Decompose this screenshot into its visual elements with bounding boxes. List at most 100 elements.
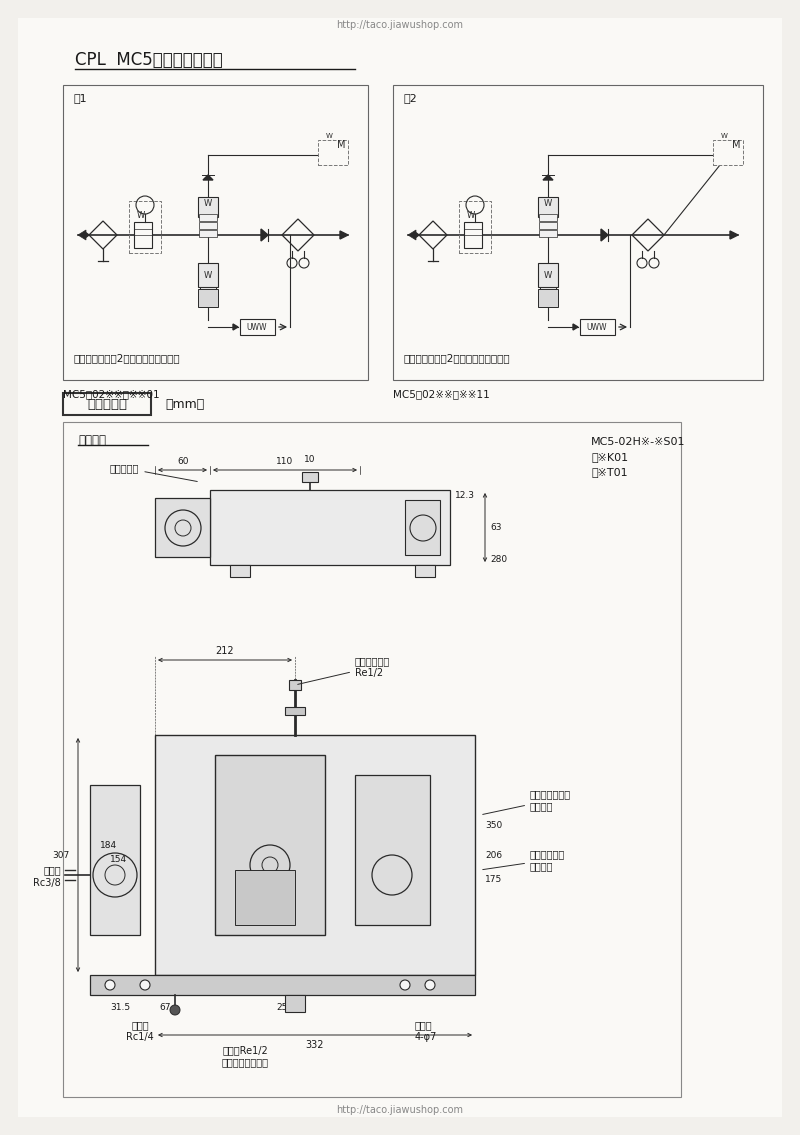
Bar bbox=[580, 319, 615, 335]
Text: 206: 206 bbox=[485, 850, 502, 859]
Bar bbox=[538, 197, 558, 217]
Text: W: W bbox=[544, 199, 552, 208]
Polygon shape bbox=[543, 175, 553, 180]
Text: 图1: 图1 bbox=[73, 93, 86, 103]
Polygon shape bbox=[261, 229, 268, 241]
Bar bbox=[199, 215, 217, 221]
Polygon shape bbox=[78, 230, 86, 239]
Text: 喷射泵检测器
（任选）: 喷射泵检测器 （任选） bbox=[482, 849, 566, 871]
Bar bbox=[539, 222, 557, 229]
Bar bbox=[240, 319, 275, 335]
Text: －※K01: －※K01 bbox=[591, 452, 628, 462]
Bar bbox=[198, 289, 218, 306]
Text: 安装孔: 安装孔 bbox=[415, 1020, 433, 1029]
Polygon shape bbox=[573, 323, 578, 330]
Text: 12.3: 12.3 bbox=[455, 490, 475, 499]
Bar bbox=[355, 775, 430, 925]
Text: 排油口Re1/2: 排油口Re1/2 bbox=[222, 1045, 268, 1056]
Polygon shape bbox=[85, 232, 89, 238]
Text: －※T01: －※T01 bbox=[591, 466, 628, 477]
Text: MC5-02H※-※S01: MC5-02H※-※S01 bbox=[591, 437, 686, 447]
Bar bbox=[538, 263, 558, 287]
Bar bbox=[198, 197, 218, 217]
Bar bbox=[539, 215, 557, 221]
Circle shape bbox=[105, 980, 115, 990]
Text: 外形尺寸图: 外形尺寸图 bbox=[87, 397, 127, 411]
Text: 154: 154 bbox=[110, 856, 127, 865]
Text: 175: 175 bbox=[485, 875, 502, 884]
Circle shape bbox=[170, 1004, 180, 1015]
Polygon shape bbox=[340, 232, 348, 239]
Bar bbox=[459, 201, 491, 253]
Text: 电线连接口: 电线连接口 bbox=[110, 463, 198, 481]
Text: 10: 10 bbox=[304, 455, 316, 464]
Bar bbox=[210, 490, 450, 565]
Bar bbox=[134, 222, 152, 249]
Text: 基本模型: 基本模型 bbox=[78, 434, 106, 447]
Text: MC5－02※※－※※11: MC5－02※※－※※11 bbox=[393, 389, 490, 400]
Polygon shape bbox=[233, 323, 238, 330]
Bar bbox=[90, 975, 475, 995]
Bar bbox=[285, 707, 305, 715]
Text: 60: 60 bbox=[178, 457, 189, 466]
Text: 280: 280 bbox=[490, 555, 507, 564]
Text: Rc1/4: Rc1/4 bbox=[126, 1032, 154, 1042]
Text: W: W bbox=[721, 133, 727, 138]
Text: 63: 63 bbox=[490, 523, 502, 532]
Bar bbox=[63, 393, 151, 415]
Text: M: M bbox=[337, 140, 346, 150]
Bar bbox=[713, 140, 743, 165]
Bar bbox=[405, 501, 440, 555]
Text: （油时塞常封闭）: （油时塞常封闭） bbox=[222, 1057, 269, 1067]
Bar bbox=[63, 422, 681, 1098]
Text: 供气口: 供气口 bbox=[43, 865, 61, 875]
Text: UWW: UWW bbox=[586, 322, 607, 331]
Bar bbox=[199, 222, 217, 229]
Text: 31.5: 31.5 bbox=[110, 1002, 130, 1011]
Text: http://taco.jiawushop.com: http://taco.jiawushop.com bbox=[337, 1105, 463, 1115]
Bar bbox=[90, 785, 140, 935]
Bar bbox=[199, 230, 217, 237]
Bar bbox=[464, 222, 482, 249]
Polygon shape bbox=[601, 229, 608, 241]
Text: 212: 212 bbox=[216, 646, 234, 656]
Text: 4-φ7: 4-φ7 bbox=[415, 1032, 438, 1042]
Text: CPL  MC5系列装置系统图: CPL MC5系列装置系统图 bbox=[75, 51, 222, 69]
Text: W: W bbox=[204, 199, 212, 208]
Polygon shape bbox=[203, 175, 213, 180]
Text: 排水口: 排水口 bbox=[131, 1020, 149, 1029]
Bar bbox=[302, 472, 318, 482]
Text: 油量高下检测器
（任选）: 油量高下检测器 （任选） bbox=[482, 789, 571, 815]
Circle shape bbox=[425, 980, 435, 990]
Text: 307: 307 bbox=[53, 850, 70, 859]
Circle shape bbox=[140, 980, 150, 990]
Polygon shape bbox=[730, 232, 738, 239]
Bar bbox=[230, 565, 250, 577]
Bar bbox=[215, 755, 325, 935]
Text: 图2: 图2 bbox=[403, 93, 417, 103]
Bar bbox=[129, 201, 161, 253]
Bar bbox=[538, 289, 558, 306]
Bar bbox=[539, 230, 557, 237]
Text: UWW: UWW bbox=[246, 322, 267, 331]
Bar bbox=[155, 735, 475, 975]
Bar bbox=[63, 85, 368, 380]
Text: 压力开关安装在2通电磁阀的供气口处: 压力开关安装在2通电磁阀的供气口处 bbox=[73, 353, 180, 363]
Text: MC5－02※※－※※01: MC5－02※※－※※01 bbox=[63, 389, 160, 400]
Bar bbox=[155, 498, 210, 557]
Text: M: M bbox=[732, 140, 740, 150]
Text: W: W bbox=[544, 270, 552, 279]
Polygon shape bbox=[408, 230, 416, 239]
Polygon shape bbox=[415, 232, 419, 238]
Text: 350: 350 bbox=[485, 821, 502, 830]
Text: 184: 184 bbox=[100, 841, 117, 849]
Text: 332: 332 bbox=[306, 1040, 324, 1050]
Text: 250: 250 bbox=[277, 1002, 294, 1011]
Bar bbox=[540, 287, 556, 297]
Text: W: W bbox=[204, 270, 212, 279]
Bar bbox=[285, 995, 305, 1012]
Bar bbox=[318, 140, 348, 165]
Bar bbox=[200, 287, 216, 297]
Text: 压力开关安装在2通电磁阀的出气口处: 压力开关安装在2通电磁阀的出气口处 bbox=[403, 353, 510, 363]
Text: 超微油雾出口
Re1/2: 超微油雾出口 Re1/2 bbox=[298, 656, 390, 684]
